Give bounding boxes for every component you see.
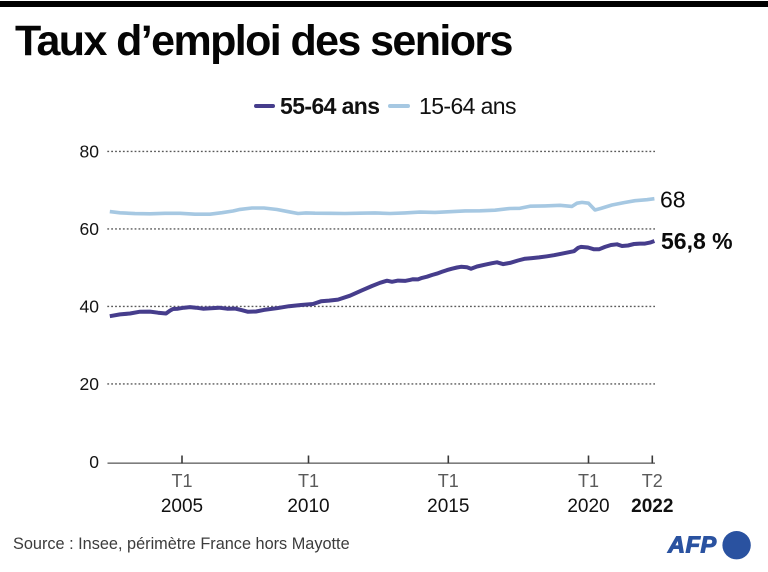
svg-text:T1: T1 [438,471,459,491]
svg-text:80: 80 [80,141,100,161]
svg-text:2022: 2022 [631,496,673,517]
svg-text:2010: 2010 [287,496,329,517]
svg-text:56,8 %: 56,8 % [661,228,733,254]
svg-text:2020: 2020 [567,496,609,517]
svg-text:0: 0 [89,452,99,472]
svg-text:2005: 2005 [161,496,203,517]
svg-text:60: 60 [80,219,100,239]
svg-text:20: 20 [80,374,100,394]
svg-text:T1: T1 [171,471,192,491]
svg-text:T2: T2 [642,471,663,491]
svg-text:T1: T1 [298,471,319,491]
svg-text:40: 40 [80,296,100,316]
svg-text:68: 68 [660,187,686,213]
svg-text:AFP: AFP [667,532,717,558]
svg-text:T1: T1 [578,471,599,491]
svg-text:2015: 2015 [427,496,469,517]
